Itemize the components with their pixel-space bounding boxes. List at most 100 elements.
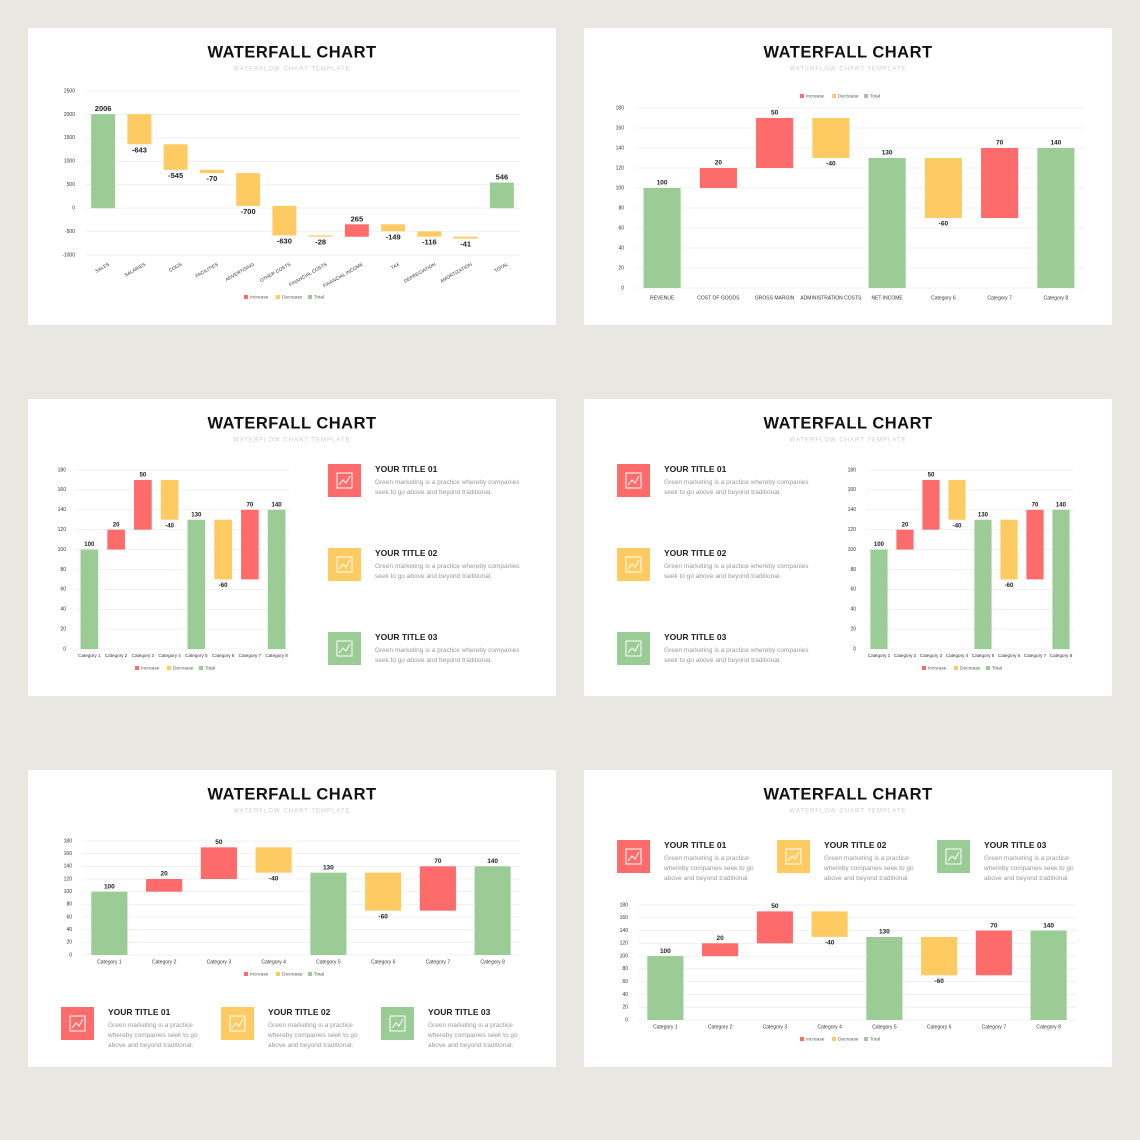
x-tick-label: Category 7 (426, 959, 451, 965)
legend-swatch (922, 666, 926, 670)
value-label: -630 (277, 236, 292, 245)
icon (328, 548, 361, 581)
bar (236, 173, 261, 206)
bar (870, 549, 888, 649)
legend-swatch (244, 295, 248, 299)
y-tick-label: 2000 (64, 112, 75, 118)
icon-line (627, 475, 640, 486)
bar (91, 891, 128, 955)
legend-label: Decrease (838, 1036, 859, 1042)
x-tick-label: Category 5 (316, 959, 341, 965)
y-tick-label: 120 (620, 941, 629, 947)
bar (811, 911, 848, 937)
x-tick-label: Category 3 (132, 653, 155, 658)
legend-label: Decrease (282, 971, 303, 977)
x-tick-label: Category 6 (371, 959, 396, 965)
value-label: -40 (953, 522, 962, 529)
y-tick-label: 80 (60, 567, 66, 573)
legend-label: Increase (806, 1036, 825, 1042)
bar (1026, 509, 1044, 580)
icon-frame (389, 1015, 406, 1032)
y-tick-label: 160 (64, 851, 73, 857)
icon (617, 840, 650, 873)
bar (134, 479, 152, 530)
icon-bg (61, 1007, 94, 1040)
bar (107, 529, 125, 550)
x-tick-label: SALES (94, 262, 110, 275)
x-tick-label: Category 3 (207, 959, 232, 965)
value-label: 50 (771, 903, 779, 910)
item-text: Green marketing is a practice whereby co… (268, 1022, 358, 1049)
x-tick-label: Category 4 (946, 653, 969, 658)
item-text: Green marketing is a practice whereby co… (375, 647, 520, 664)
y-tick-label: 60 (618, 225, 624, 231)
item-title: YOUR TITLE 01 (664, 840, 727, 850)
y-tick-label: 100 (616, 185, 625, 191)
bar (255, 847, 292, 873)
x-tick-label: Category 7 (982, 1024, 1007, 1030)
y-tick-label: 60 (850, 587, 856, 593)
value-label: 130 (882, 150, 893, 157)
y-tick-label: 20 (618, 265, 624, 271)
value-label: 130 (323, 864, 334, 871)
y-tick-label: -500 (65, 229, 75, 235)
icon-bg (221, 1007, 254, 1040)
item-title: YOUR TITLE 02 (664, 548, 727, 558)
value-label: 130 (978, 511, 989, 518)
x-tick-label: Category 4 (261, 959, 286, 965)
x-tick-label: FINANCIAL INCOME (322, 262, 364, 290)
value-label: -545 (168, 171, 183, 180)
item-title: YOUR TITLE 03 (664, 632, 727, 642)
y-tick-label: 100 (620, 953, 629, 959)
chart: WATERFALL CHART WATERFLOW CHART TEMPLATE -… (62, 43, 520, 300)
y-tick-label: 140 (620, 928, 629, 934)
x-tick-label: COGS (168, 262, 183, 274)
y-tick-label: 140 (848, 507, 857, 513)
item-text: Green marketing is a practice whereby co… (375, 563, 520, 580)
item-title: YOUR TITLE 03 (375, 632, 438, 642)
x-tick-label: Category 8 (1050, 653, 1073, 658)
bar (127, 114, 152, 145)
bar (365, 872, 402, 911)
item-title: YOUR TITLE 03 (984, 840, 1047, 850)
icon-frame (229, 1015, 246, 1032)
y-tick-label: 80 (618, 205, 624, 211)
y-tick-label: 80 (850, 567, 856, 573)
value-label: -60 (219, 582, 228, 589)
icon-bg (617, 632, 650, 665)
chart-subtitle: WATERFLOW CHART TEMPLATE (789, 809, 906, 815)
bar (267, 509, 286, 649)
x-tick-label: ADMINISTRATION COSTS (800, 295, 862, 301)
chart-title: WATERFALL CHART (207, 414, 376, 432)
value-label: 140 (272, 501, 283, 508)
value-label: 100 (660, 948, 671, 955)
item-text: Green marketing is a practice whereby co… (375, 479, 520, 496)
chart-subtitle: WATERFLOW CHART TEMPLATE (233, 438, 350, 444)
value-label: -40 (165, 522, 174, 529)
value-label: 130 (191, 511, 202, 518)
bar (922, 479, 940, 530)
legend-swatch (276, 295, 280, 299)
bar (381, 224, 406, 232)
icon (617, 632, 650, 665)
value-label: -60 (939, 221, 949, 228)
icon-line (391, 1018, 404, 1029)
x-tick-label: DEPRECIATION (403, 261, 437, 284)
x-tick-label: Category 8 (265, 653, 288, 658)
value-label: 140 (487, 858, 498, 865)
bar (1000, 519, 1018, 580)
bar (489, 182, 514, 209)
x-tick-label: OTHER COSTS (259, 262, 292, 285)
icon (777, 840, 810, 873)
icon (61, 1007, 94, 1040)
value-label: -40 (826, 161, 836, 168)
y-tick-label: 1500 (64, 135, 75, 141)
x-tick-label: Category 7 (239, 653, 262, 658)
bar (474, 866, 511, 955)
y-tick-label: 180 (58, 467, 67, 473)
value-label: 100 (874, 541, 885, 548)
icon (381, 1007, 414, 1040)
bar (756, 911, 793, 944)
item-text: Green marketing is a practice whereby co… (664, 479, 809, 496)
icon-frame (945, 848, 962, 865)
